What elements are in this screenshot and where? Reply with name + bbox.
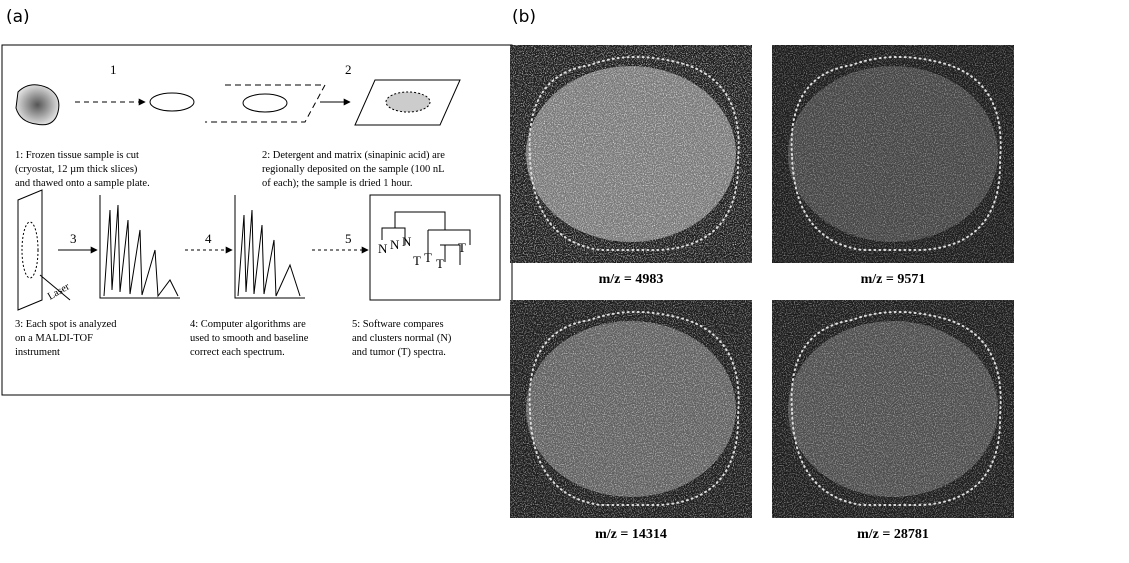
figure: (a) (b) 1 1: Frozen tissue sample is cut (… [0, 0, 1129, 563]
tree-leaf: N [402, 234, 412, 249]
step-number: 1 [110, 62, 117, 77]
step-caption: 3: Each spot is analyzed [15, 319, 117, 330]
image-caption: m/z = 9571 [861, 272, 926, 287]
tree-leaf: T [458, 240, 466, 255]
ms-image [510, 45, 752, 263]
image-caption: m/z = 14314 [595, 527, 667, 542]
image-caption: m/z = 28781 [857, 527, 929, 542]
panel-label: (b) [512, 7, 536, 27]
step-caption: 1: Frozen tissue sample is cut [15, 150, 139, 161]
step-caption: and clusters normal (N) [352, 333, 452, 344]
image-caption: m/z = 4983 [599, 272, 664, 287]
tree-leaf: T [436, 256, 444, 271]
step-number: 3 [70, 231, 77, 246]
ms-image [772, 300, 1014, 518]
step-caption: of each); the sample is dried 1 hour. [262, 178, 412, 189]
laser-label: Laser [46, 281, 72, 302]
step-caption: instrument [15, 347, 60, 358]
step-caption: 5: Software compares [352, 319, 444, 330]
step-number: 5 [345, 231, 352, 246]
panel-label: (a) [6, 7, 30, 27]
speckle [772, 300, 1014, 518]
speckle [510, 45, 752, 263]
page: (a) (b) 1 1: Frozen tissue sample is cut (… [0, 0, 1129, 563]
step-caption: 4: Computer algorithms are [190, 319, 306, 330]
step-caption: (cryostat, 12 µm thick slices) [15, 164, 138, 175]
step-number: 2 [345, 62, 352, 77]
ms-image [510, 300, 752, 518]
tree-leaf: T [424, 250, 432, 265]
tree-leaf: N [378, 241, 388, 256]
step-number: 4 [205, 231, 212, 246]
step-caption: and thawed onto a sample plate. [15, 178, 150, 189]
step-caption: and tumor (T) spectra. [352, 347, 446, 358]
schematic [16, 80, 500, 310]
step-caption: on a MALDI-TOF [15, 333, 93, 344]
tree-leaf: N [390, 237, 400, 252]
step-caption: used to smooth and baseline [190, 333, 309, 344]
step-caption: correct each spectrum. [190, 347, 285, 358]
speckle [510, 300, 752, 518]
ms-image [772, 45, 1014, 263]
tree-leaf: T [413, 253, 421, 268]
step-caption: 2: Detergent and matrix (sinapinic acid)… [262, 150, 445, 161]
speckle [772, 45, 1014, 263]
step-caption: regionally deposited on the sample (100 … [262, 164, 445, 175]
